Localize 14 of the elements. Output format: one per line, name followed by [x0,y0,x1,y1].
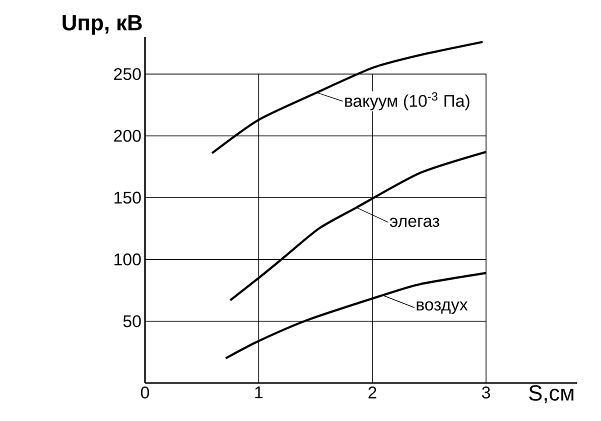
y-tick-label: 50 [123,315,141,328]
y-tick-label: 250 [114,68,141,80]
x-tick-label: 3 [482,386,490,399]
x-tick-label: 1 [255,386,263,398]
legend-label: вакуум (10$^{-3}$ Па) [345,92,470,110]
y-tick-label: 100 [114,253,141,266]
x-tick-label: 0 [140,386,150,399]
y-tick-label: 200 [114,130,141,142]
y-tick-label: 150 [114,192,141,204]
y-axis-title: Uпр, кВ [62,15,142,35]
x-axis-title: S,см [529,385,574,404]
x-tick-label: 2 [368,386,376,398]
legend-label: воздух [416,301,468,314]
legend-label: элегаз [390,218,440,227]
